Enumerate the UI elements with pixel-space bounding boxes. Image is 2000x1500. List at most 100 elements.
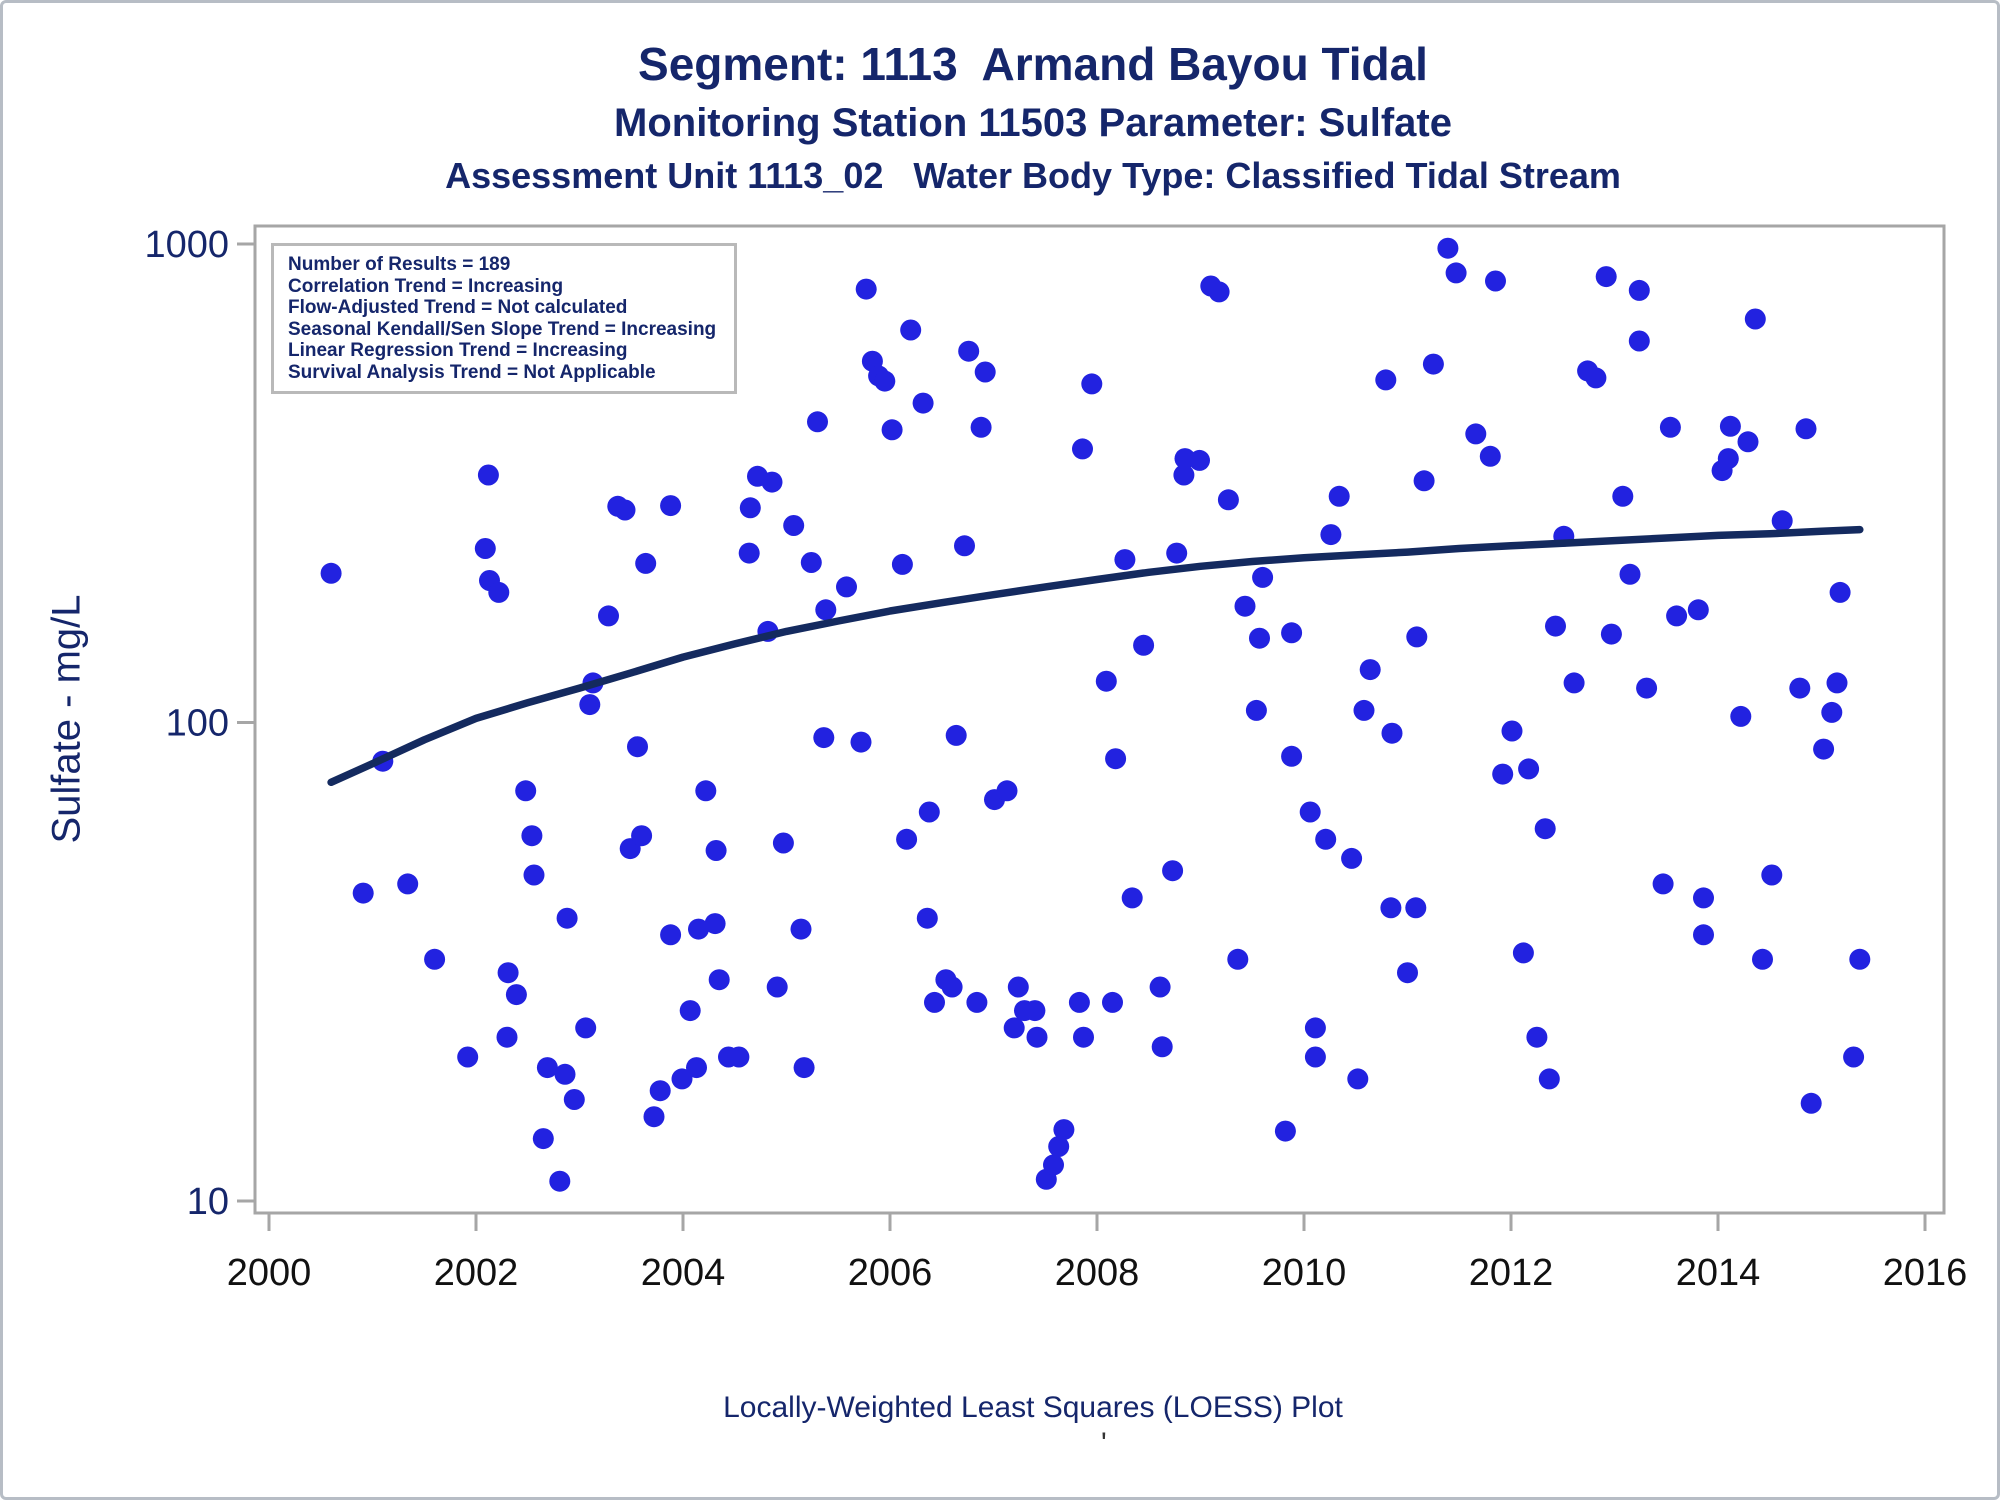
data-point bbox=[660, 495, 682, 517]
y-tick-label: 100 bbox=[166, 703, 229, 745]
data-point bbox=[1173, 464, 1195, 486]
data-point bbox=[1304, 1017, 1326, 1039]
data-point bbox=[916, 907, 938, 929]
data-point bbox=[1744, 308, 1766, 330]
data-point bbox=[1422, 353, 1444, 375]
data-point bbox=[1437, 237, 1459, 259]
data-point bbox=[1563, 672, 1585, 694]
data-point bbox=[1043, 1154, 1064, 1176]
data-point bbox=[1405, 897, 1427, 919]
data-point bbox=[881, 419, 903, 441]
data-point bbox=[783, 515, 805, 536]
x-tick-label: 2010 bbox=[1262, 1252, 1347, 1294]
data-point bbox=[1693, 924, 1714, 946]
legend-line-linear-regression: Linear Regression Trend = Increasing bbox=[288, 340, 628, 361]
data-point bbox=[627, 736, 648, 758]
data-point bbox=[1652, 873, 1674, 895]
data-point bbox=[1795, 418, 1817, 440]
data-point bbox=[1485, 270, 1506, 292]
data-point bbox=[1026, 1026, 1048, 1048]
footnote-tick-mark: ' bbox=[1101, 1427, 1107, 1460]
data-point bbox=[1072, 438, 1093, 460]
data-point bbox=[679, 1000, 701, 1022]
data-point bbox=[1693, 887, 1714, 909]
data-point bbox=[686, 1057, 707, 1079]
data-point bbox=[1666, 605, 1688, 627]
data-point bbox=[1628, 330, 1650, 352]
data-point bbox=[505, 984, 527, 1006]
data-point bbox=[532, 1128, 554, 1150]
y-tick-label: 1000 bbox=[144, 224, 229, 266]
data-point bbox=[649, 1080, 671, 1102]
data-point bbox=[643, 1106, 665, 1128]
data-point bbox=[1628, 279, 1650, 301]
data-point bbox=[1227, 948, 1249, 970]
data-point bbox=[1719, 415, 1741, 437]
data-point bbox=[1208, 281, 1230, 303]
data-point bbox=[1151, 1036, 1173, 1058]
data-point bbox=[1619, 563, 1641, 585]
data-point bbox=[1800, 1092, 1822, 1114]
data-point bbox=[728, 1046, 750, 1068]
data-point bbox=[1381, 722, 1403, 744]
data-point bbox=[477, 464, 499, 486]
data-point bbox=[739, 497, 761, 519]
data-point bbox=[1341, 847, 1363, 869]
data-point bbox=[1636, 677, 1658, 699]
plot-frame bbox=[253, 224, 1946, 1215]
data-point bbox=[1375, 369, 1397, 391]
legend-line-flow-adjusted: Flow-Adjusted Trend = Not calculated bbox=[288, 297, 628, 318]
data-point bbox=[1545, 615, 1566, 637]
data-point bbox=[523, 864, 545, 886]
data-point bbox=[1359, 659, 1381, 681]
data-point bbox=[631, 825, 653, 847]
data-point bbox=[1465, 423, 1487, 445]
data-point bbox=[1479, 445, 1501, 467]
data-point bbox=[1518, 758, 1540, 780]
data-point bbox=[563, 1089, 585, 1110]
data-point bbox=[1406, 626, 1428, 648]
data-point bbox=[1252, 566, 1274, 588]
loess-curve bbox=[327, 525, 1864, 787]
data-point bbox=[1826, 672, 1848, 694]
data-point bbox=[1717, 448, 1739, 470]
data-point bbox=[1761, 864, 1783, 886]
data-point bbox=[556, 907, 578, 929]
data-point bbox=[635, 552, 657, 574]
data-point bbox=[598, 605, 619, 627]
data-point bbox=[1538, 1068, 1560, 1090]
data-point bbox=[766, 976, 788, 998]
data-point bbox=[1105, 748, 1127, 770]
data-point bbox=[1737, 431, 1759, 453]
data-point bbox=[1274, 1120, 1296, 1142]
data-point bbox=[1114, 549, 1136, 571]
data-point bbox=[1102, 991, 1123, 1013]
data-point bbox=[515, 780, 537, 802]
data-point bbox=[1133, 634, 1155, 656]
x-tick-label: 2006 bbox=[848, 1252, 933, 1294]
data-point bbox=[1245, 699, 1267, 721]
data-point bbox=[397, 873, 419, 895]
data-point bbox=[815, 599, 837, 621]
data-point bbox=[1095, 670, 1117, 692]
title-line-3: Assessment Unit 1113_02 Water Body Type:… bbox=[445, 155, 1621, 196]
data-point bbox=[708, 969, 730, 991]
data-point bbox=[1585, 367, 1607, 389]
data-point bbox=[966, 991, 988, 1013]
data-point bbox=[1281, 745, 1303, 767]
data-point bbox=[1813, 738, 1835, 760]
data-point bbox=[1445, 262, 1467, 284]
data-point bbox=[671, 1068, 693, 1090]
data-point bbox=[1771, 510, 1793, 532]
data-point bbox=[790, 918, 812, 940]
title-line-2: Monitoring Station 11503 Parameter: Sulf… bbox=[614, 101, 1452, 145]
data-point bbox=[352, 882, 374, 904]
data-point bbox=[924, 991, 945, 1013]
data-point bbox=[954, 535, 975, 557]
data-point bbox=[1687, 599, 1709, 621]
data-point bbox=[855, 278, 877, 300]
data-point bbox=[1397, 962, 1418, 984]
data-point bbox=[900, 319, 922, 341]
data-point bbox=[536, 1057, 558, 1079]
